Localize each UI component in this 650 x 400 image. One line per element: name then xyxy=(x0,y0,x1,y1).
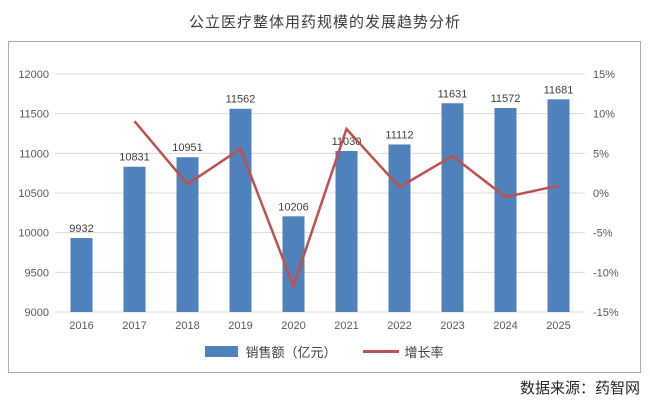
chart-container: 12000 15% 11500 10% 11000 5% 10500 0% 10000 -5% 95… xyxy=(8,41,641,373)
x-axis-tick-label: 2022 xyxy=(387,320,411,332)
x-axis-tick-label: 2025 xyxy=(546,320,570,332)
sales-bar-2022 xyxy=(388,144,411,312)
chart-title: 公立医疗整体用药规模的发展趋势分析 xyxy=(188,14,461,31)
x-axis-tick-label: 2023 xyxy=(440,320,464,332)
left-axis-tick-label: 12000 xyxy=(18,69,49,81)
sales-bar-2023 xyxy=(441,103,464,312)
bar-value-label: 11631 xyxy=(438,88,468,100)
x-axis-tick-label: 2017 xyxy=(122,320,146,332)
right-axis-tick-label: 0% xyxy=(593,188,609,200)
sales-bar-2018 xyxy=(176,157,199,312)
data-source-note: 数据来源：药智网 xyxy=(519,380,640,397)
bar-value-label: 11112 xyxy=(385,129,413,141)
bar-value-label: 11562 xyxy=(226,94,256,106)
bar-value-label: 10951 xyxy=(172,142,203,154)
line-series-swatch-icon xyxy=(362,350,399,353)
left-axis-tick-label: 9000 xyxy=(25,307,49,319)
sales-bar-2021 xyxy=(335,150,358,312)
left-axis-tick-label: 11500 xyxy=(19,109,49,121)
left-axis-tick-label: 10000 xyxy=(18,228,49,240)
sales-bar-2024 xyxy=(494,107,517,312)
right-axis-tick-label: -15% xyxy=(593,307,619,319)
left-axis-tick-label: 9500 xyxy=(25,267,49,279)
right-axis-tick-label: 15% xyxy=(593,69,615,81)
bar-value-label: 11572 xyxy=(491,93,521,105)
x-axis-tick-label: 2019 xyxy=(228,320,252,332)
right-axis-tick-label: 5% xyxy=(593,148,609,160)
growth-rate-line xyxy=(133,120,559,290)
right-axis-tick-label: 10% xyxy=(593,109,615,121)
sales-bar-2017 xyxy=(123,166,146,312)
bar-value-label: 10831 xyxy=(119,152,150,164)
legend-line-label: 增长率 xyxy=(404,345,444,360)
chart-legend: 销售额（亿元） 增长率 xyxy=(9,342,640,361)
sales-bar-2020 xyxy=(282,216,305,312)
right-axis-tick-label: -5% xyxy=(593,228,613,240)
x-axis-tick-label: 2016 xyxy=(69,320,93,332)
chart-canvas: 12000 15% 11500 10% 11000 5% 10500 0% 10000 -5% 95… xyxy=(18,69,619,332)
bar-value-label: 10206 xyxy=(278,201,309,213)
sales-bar-2016 xyxy=(70,238,93,312)
legend-bar-label: 销售额（亿元） xyxy=(245,345,337,360)
left-axis-tick-label: 10500 xyxy=(18,188,49,200)
sales-bar-2019 xyxy=(229,108,252,312)
left-axis-tick-label: 11000 xyxy=(19,148,49,160)
right-axis-tick-label: -10% xyxy=(593,267,619,279)
x-axis-tick-label: 2024 xyxy=(493,320,517,332)
legend-item-sales: 销售额（亿元） xyxy=(205,342,337,361)
bar-series-swatch-icon xyxy=(205,346,239,357)
bar-value-label: 11681 xyxy=(544,84,574,96)
x-axis-tick-label: 2021 xyxy=(334,320,358,332)
x-axis-tick-label: 2020 xyxy=(281,320,305,332)
sales-bar-2025 xyxy=(547,99,570,312)
x-axis-tick-label: 2018 xyxy=(175,320,199,332)
legend-item-growth: 增长率 xyxy=(362,342,444,361)
bar-value-label: 9932 xyxy=(69,223,93,235)
